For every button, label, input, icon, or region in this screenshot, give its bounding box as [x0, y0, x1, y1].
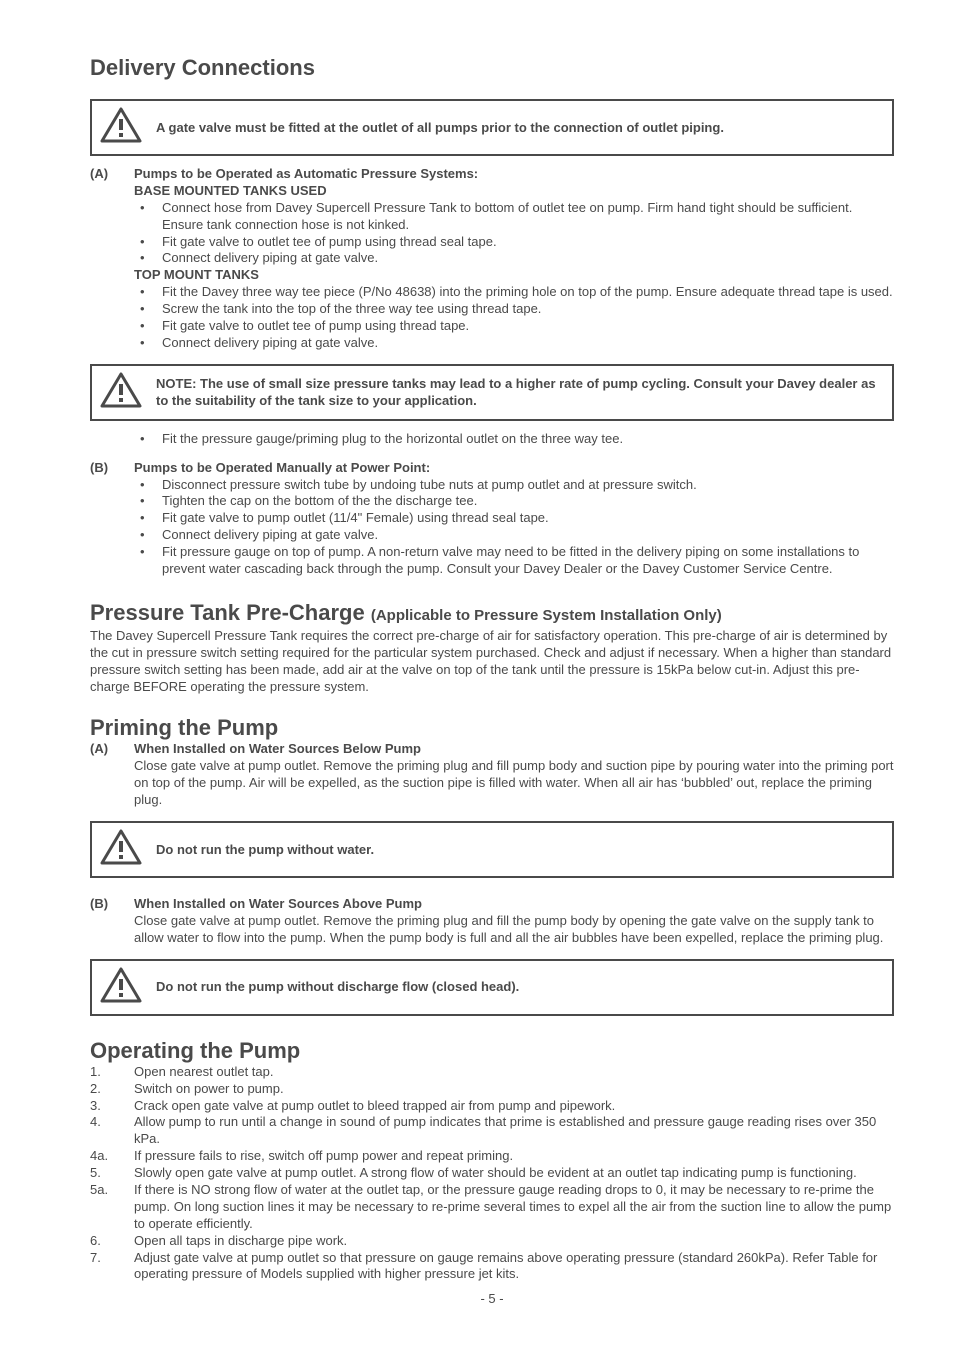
warning-icon: [100, 829, 142, 870]
heading-b: Pumps to be Operated Manually at Power P…: [134, 460, 894, 477]
warning-icon: [100, 967, 142, 1008]
list-item: Screw the tank into the top of the three…: [162, 301, 894, 318]
step-num: 7.: [90, 1250, 134, 1267]
bullet-icon: •: [134, 493, 162, 510]
list-item: Tighten the cap on the bottom of the the…: [162, 493, 894, 510]
title-precharge-sub: (Applicable to Pressure System Installat…: [371, 607, 722, 624]
step-num: 2.: [90, 1081, 134, 1098]
warning-text-1: A gate valve must be fitted at the outle…: [156, 119, 882, 137]
warning-icon: [100, 372, 142, 413]
title-priming: Priming the Pump: [90, 715, 894, 741]
step-num: 3.: [90, 1098, 134, 1115]
step-text: If there is NO strong flow of water at t…: [134, 1182, 894, 1233]
list-item: Disconnect pressure switch tube by undoi…: [162, 477, 894, 494]
bullet-icon: •: [134, 234, 162, 251]
manual-page: Delivery Connections A gate valve must b…: [0, 0, 954, 1350]
title-precharge: Pressure Tank Pre-Charge (Applicable to …: [90, 600, 894, 626]
title-operating: Operating the Pump: [90, 1038, 894, 1064]
warning-box-4: Do not run the pump without discharge fl…: [90, 959, 894, 1016]
priming-a: (A) When Installed on Water Sources Belo…: [90, 741, 894, 809]
bullet-icon: •: [134, 301, 162, 318]
title-precharge-main: Pressure Tank Pre-Charge: [90, 600, 371, 625]
step-num: 1.: [90, 1064, 134, 1081]
para-priming-b: Close gate valve at pump outlet. Remove …: [134, 913, 894, 947]
step-num: 5a.: [90, 1182, 134, 1199]
bullet-icon: •: [134, 318, 162, 335]
step-text: Switch on power to pump.: [134, 1081, 894, 1098]
step-num: 4.: [90, 1114, 134, 1131]
step-text: Open nearest outlet tap.: [134, 1064, 894, 1081]
list-item: Connect delivery piping at gate valve.: [162, 527, 894, 544]
list-a1: •Connect hose from Davey Supercell Press…: [134, 200, 894, 268]
bullet-icon: •: [134, 477, 162, 494]
para-priming-a: Close gate valve at pump outlet. Remove …: [134, 758, 894, 809]
operating-steps: 1.Open nearest outlet tap. 2.Switch on p…: [90, 1064, 894, 1284]
heading-priming-a: When Installed on Water Sources Below Pu…: [134, 741, 894, 758]
page-number: - 5 -: [90, 1291, 894, 1306]
bullet-icon: •: [134, 431, 162, 448]
section-b: (B) Pumps to be Operated Manually at Pow…: [90, 460, 894, 578]
title-delivery: Delivery Connections: [90, 55, 894, 81]
subheading-a2: TOP MOUNT TANKS: [134, 267, 894, 284]
warning-box-1: A gate valve must be fitted at the outle…: [90, 99, 894, 156]
step-num: 5.: [90, 1165, 134, 1182]
after-note: •Fit the pressure gauge/priming plug to …: [90, 431, 894, 448]
list-item: Fit pressure gauge on top of pump. A non…: [162, 544, 894, 578]
step-text: Slowly open gate valve at pump outlet. A…: [134, 1165, 894, 1182]
list-item: Connect hose from Davey Supercell Pressu…: [162, 200, 894, 234]
marker-a: (A): [90, 166, 134, 183]
bullet-icon: •: [134, 544, 162, 561]
warning-text-2: NOTE: The use of small size pressure tan…: [156, 375, 882, 410]
step-num: 6.: [90, 1233, 134, 1250]
list-item: Fit the pressure gauge/priming plug to t…: [162, 431, 894, 448]
step-num: 4a.: [90, 1148, 134, 1165]
step-text: Open all taps in discharge pipe work.: [134, 1233, 894, 1250]
step-text: If pressure fails to rise, switch off pu…: [134, 1148, 894, 1165]
list-item: Fit gate valve to outlet tee of pump usi…: [162, 234, 894, 251]
bullet-icon: •: [134, 284, 162, 301]
subheading-a1: BASE MOUNTED TANKS USED: [134, 183, 894, 200]
step-text: Crack open gate valve at pump outlet to …: [134, 1098, 894, 1115]
warning-text-3: Do not run the pump without water.: [156, 841, 882, 859]
precharge-paragraph: The Davey Supercell Pressure Tank requir…: [90, 628, 894, 696]
bullet-icon: •: [134, 250, 162, 267]
marker-priming-b: (B): [90, 896, 134, 913]
list-item: Connect delivery piping at gate valve.: [162, 335, 894, 352]
heading-priming-b: When Installed on Water Sources Above Pu…: [134, 896, 894, 913]
step-text: Allow pump to run until a change in soun…: [134, 1114, 894, 1148]
list-item: Fit gate valve to outlet tee of pump usi…: [162, 318, 894, 335]
marker-b: (B): [90, 460, 134, 477]
warning-box-3: Do not run the pump without water.: [90, 821, 894, 878]
warning-icon: [100, 107, 142, 148]
priming-b: (B) When Installed on Water Sources Abov…: [90, 896, 894, 947]
list-item: Fit gate valve to pump outlet (11/4" Fem…: [162, 510, 894, 527]
bullet-icon: •: [134, 510, 162, 527]
list-item: Fit the Davey three way tee piece (P/No …: [162, 284, 894, 301]
step-text: Adjust gate valve at pump outlet so that…: [134, 1250, 894, 1284]
marker-priming-a: (A): [90, 741, 134, 758]
list-b: •Disconnect pressure switch tube by undo…: [134, 477, 894, 578]
bullet-icon: •: [134, 335, 162, 352]
warning-text-4: Do not run the pump without discharge fl…: [156, 978, 882, 996]
bullet-icon: •: [134, 527, 162, 544]
section-a: (A) Pumps to be Operated as Automatic Pr…: [90, 166, 894, 352]
bullet-icon: •: [134, 200, 162, 217]
warning-box-2: NOTE: The use of small size pressure tan…: [90, 364, 894, 421]
heading-a: Pumps to be Operated as Automatic Pressu…: [134, 166, 894, 183]
list-a2: •Fit the Davey three way tee piece (P/No…: [134, 284, 894, 352]
list-item: Connect delivery piping at gate valve.: [162, 250, 894, 267]
